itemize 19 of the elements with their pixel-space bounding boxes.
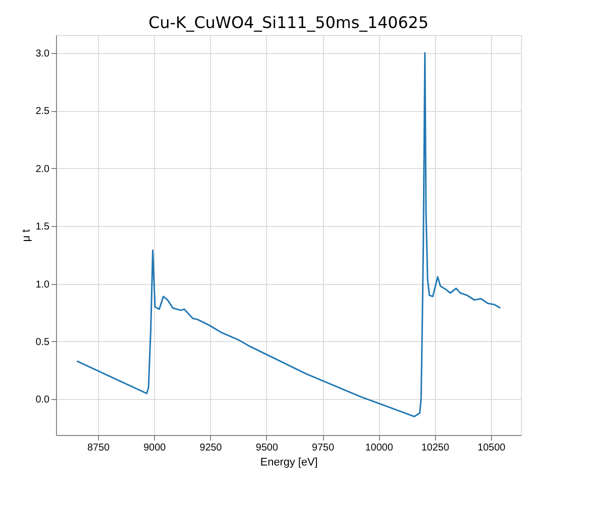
x-tick-label: 10000 xyxy=(365,442,394,454)
y-tick-label: 0.5 xyxy=(36,336,50,348)
x-tick-label: 9750 xyxy=(312,442,335,454)
x-tick-label: 9250 xyxy=(200,442,222,454)
x-tick-label: 9500 xyxy=(256,442,278,454)
line-series xyxy=(76,52,502,418)
y-tick-label: 3.0 xyxy=(36,48,50,60)
x-tick-label: 10250 xyxy=(421,442,450,454)
y-tick-label: 0.0 xyxy=(36,394,50,406)
y-tick-label: 2.0 xyxy=(36,164,50,175)
y-tick-label: 1.5 xyxy=(36,222,50,233)
chart-title: Cu-K_CuWO4_Si111_50ms_140625 xyxy=(148,13,428,32)
y-tick-label: 2.5 xyxy=(36,106,50,118)
x-tick-label: 10500 xyxy=(478,442,506,454)
x-tick-label: 8750 xyxy=(87,442,110,454)
y-axis-title: μ t xyxy=(20,229,33,242)
x-tick-label: 9000 xyxy=(143,442,166,454)
x-axis-title: Energy [eV] xyxy=(260,456,318,468)
y-tick-label: 1.0 xyxy=(36,279,50,290)
